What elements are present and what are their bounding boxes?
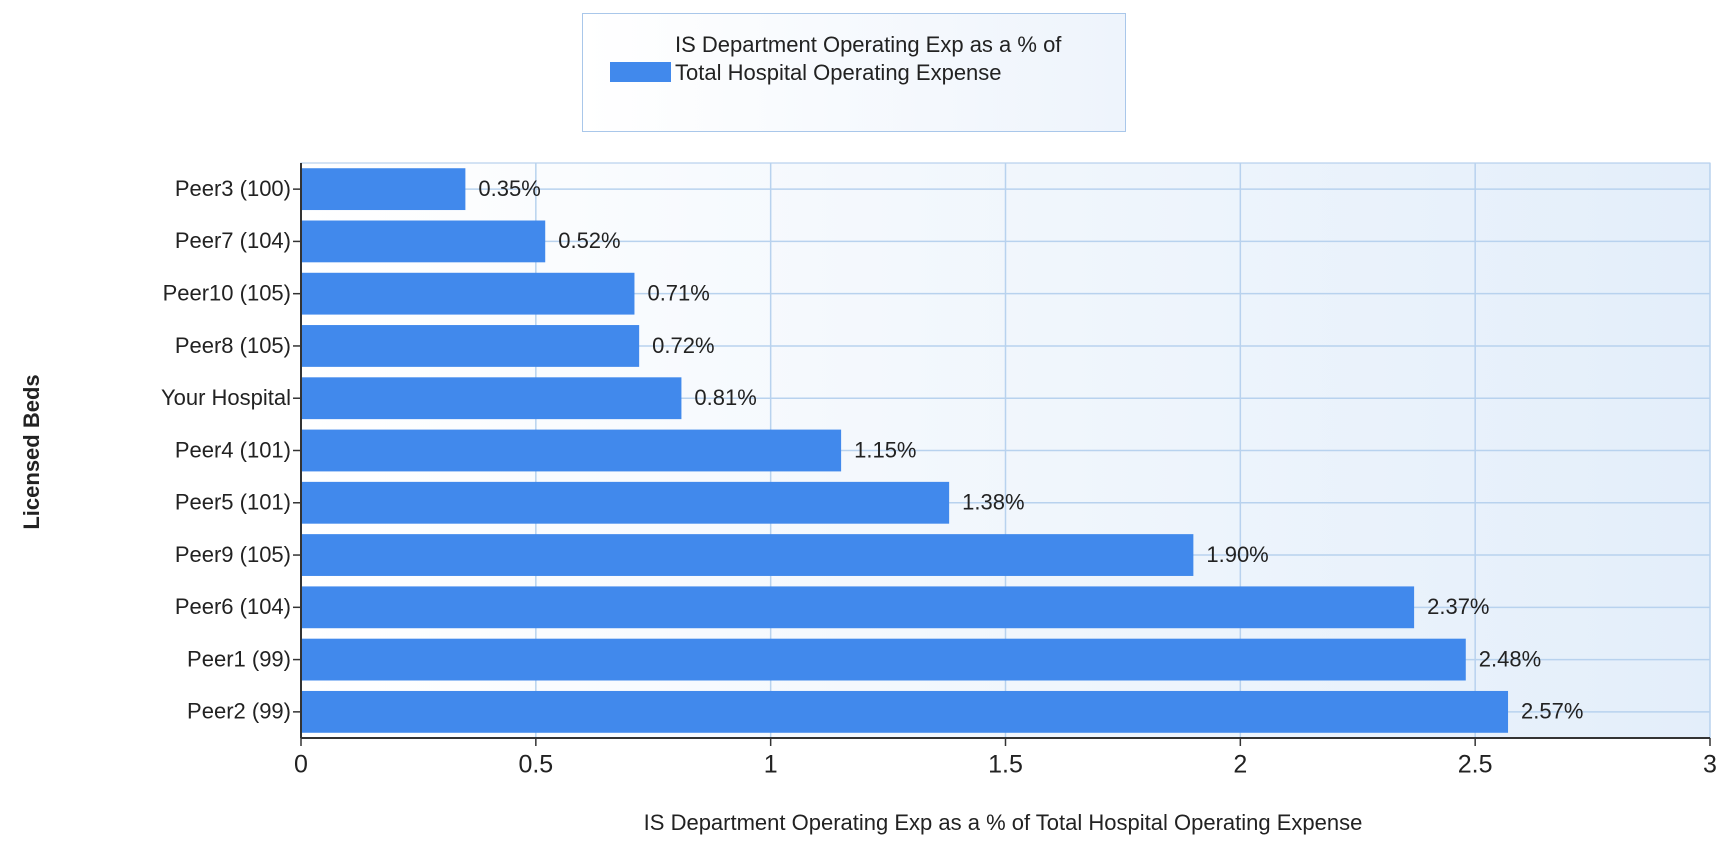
legend-label: IS Department Operating Exp as a % of To…	[675, 32, 1062, 85]
bar	[301, 168, 466, 211]
bar	[301, 220, 546, 263]
bar	[301, 377, 682, 420]
bar	[301, 586, 1415, 629]
y-tick-label: Peer1 (99)	[187, 646, 291, 671]
data-label: 1.90%	[1206, 542, 1268, 567]
data-label: 0.71%	[647, 280, 709, 305]
bar	[301, 638, 1466, 681]
bar	[301, 325, 640, 367]
legend: IS Department Operating Exp as a % of To…	[582, 13, 1126, 132]
x-tick-label: 1	[764, 751, 778, 779]
bar	[301, 534, 1194, 576]
data-label: 0.52%	[558, 228, 620, 253]
data-label: 0.72%	[652, 333, 714, 358]
bar	[301, 481, 950, 524]
y-tick-label: Peer8 (105)	[175, 333, 291, 358]
bar	[301, 429, 842, 472]
y-tick-label: Peer10 (105)	[163, 280, 291, 305]
x-tick-label: 1.5	[988, 751, 1023, 779]
y-tick-label: Peer4 (101)	[175, 437, 291, 462]
data-label: 1.15%	[854, 437, 916, 462]
legend-swatch	[610, 62, 671, 82]
x-tick-label: 2	[1233, 751, 1247, 779]
data-label: 2.48%	[1479, 646, 1541, 671]
y-tick-label: Peer6 (104)	[175, 594, 291, 619]
x-tick-label: 0.5	[518, 751, 553, 779]
data-label: 0.35%	[478, 176, 540, 201]
data-label: 1.38%	[962, 490, 1024, 515]
data-label: 2.57%	[1521, 699, 1583, 724]
y-tick-label: Peer9 (105)	[175, 542, 291, 567]
x-axis-title: IS Department Operating Exp as a % of To…	[644, 810, 1363, 835]
data-label: 0.81%	[694, 385, 756, 410]
y-tick-label: Peer5 (101)	[175, 490, 291, 515]
y-tick-label: Peer7 (104)	[175, 228, 291, 253]
y-axis-title: Licensed Beds	[19, 374, 44, 529]
bar	[301, 690, 1509, 733]
data-label: 2.37%	[1427, 594, 1489, 619]
y-tick-label: Your Hospital	[161, 385, 291, 410]
x-tick-label: 2.5	[1458, 751, 1493, 779]
x-tick-label: 0	[294, 751, 308, 779]
y-tick-label: Peer3 (100)	[175, 176, 291, 201]
x-tick-label: 3	[1703, 751, 1717, 779]
bar	[301, 272, 635, 315]
y-tick-label: Peer2 (99)	[187, 699, 291, 724]
